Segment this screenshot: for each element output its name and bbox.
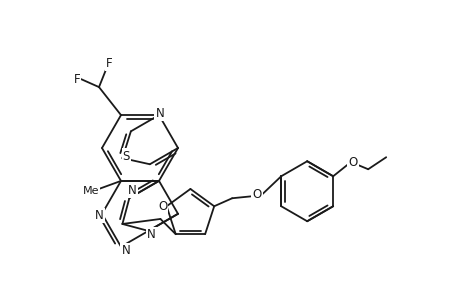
Text: N: N	[95, 209, 103, 222]
Text: Me: Me	[83, 186, 99, 196]
Text: O: O	[348, 156, 357, 169]
Text: F: F	[73, 73, 80, 85]
Text: S: S	[123, 150, 130, 163]
Text: N: N	[155, 106, 164, 120]
Text: N: N	[121, 244, 130, 257]
Text: N: N	[128, 184, 136, 196]
Text: F: F	[106, 57, 112, 70]
Text: N: N	[147, 228, 156, 242]
Text: O: O	[252, 188, 261, 201]
Text: O: O	[158, 200, 167, 213]
